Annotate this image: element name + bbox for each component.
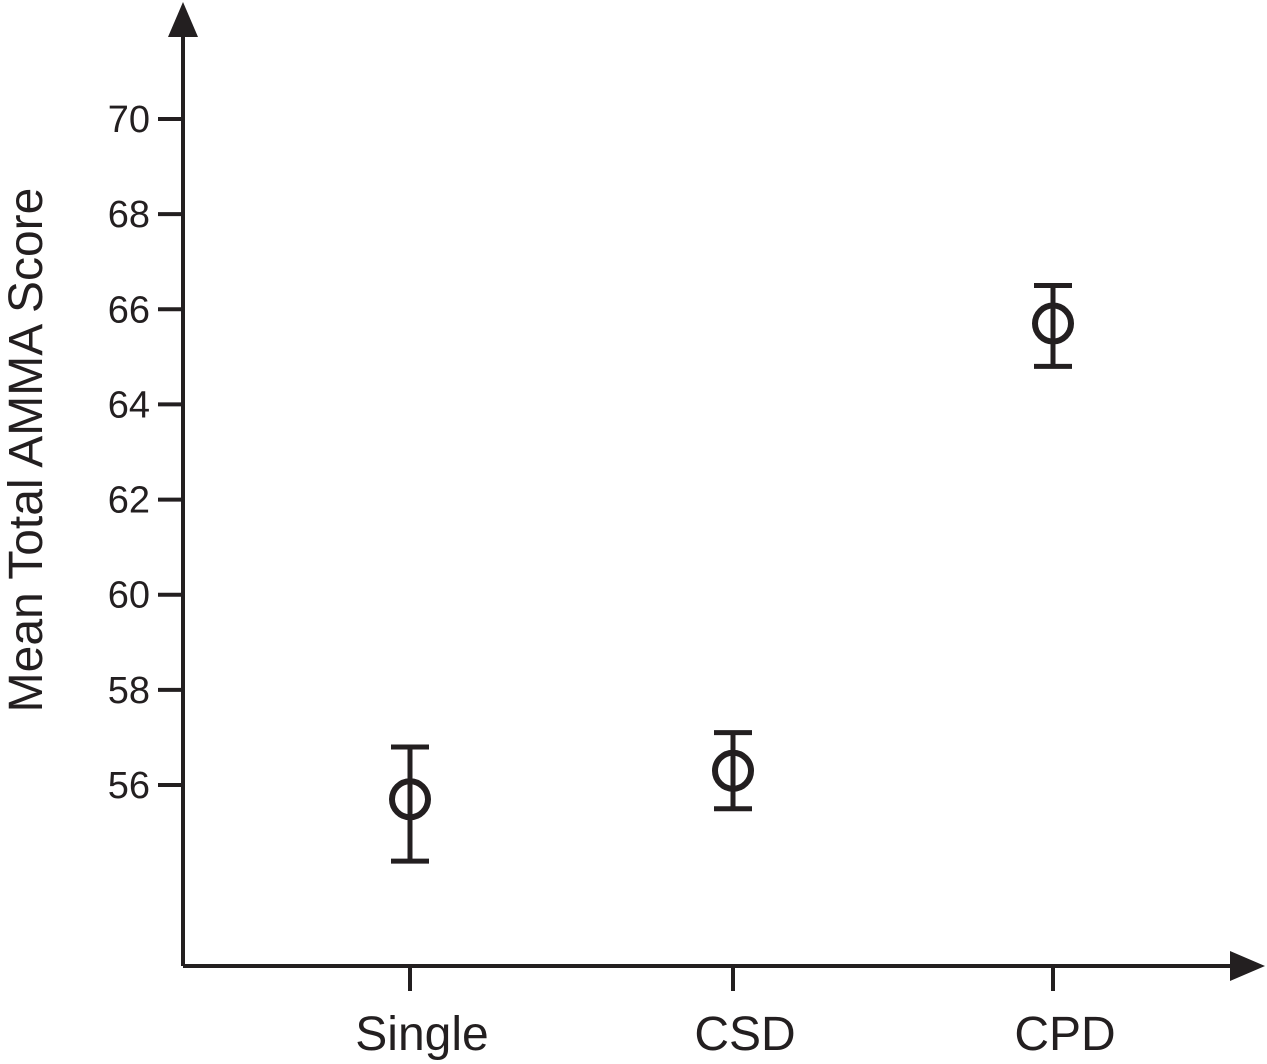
x-category-label: Single	[355, 1008, 488, 1061]
axes	[168, 2, 1265, 981]
data-point-group	[389, 744, 431, 864]
y-tick-label: 62	[108, 480, 150, 522]
y-ticks: 56 58 60 62 64 66 68 70	[108, 99, 183, 807]
y-axis-arrow	[168, 2, 198, 37]
x-category-label: CSD	[694, 1008, 795, 1061]
y-tick-label: 64	[108, 384, 150, 426]
y-tick-label: 66	[108, 289, 150, 331]
x-axis-arrow	[1230, 951, 1265, 981]
data-points	[389, 283, 1074, 864]
data-point-group	[1032, 283, 1074, 369]
x-ticks: Single CSD CPD	[355, 966, 1116, 1061]
y-tick-label: 68	[108, 194, 150, 236]
data-point-group	[712, 730, 754, 812]
y-tick-label: 60	[108, 575, 150, 617]
y-tick-label: 70	[108, 99, 150, 141]
x-category-label: CPD	[1014, 1008, 1115, 1061]
y-axis-title: Mean Total AMMA Score	[0, 188, 53, 713]
y-tick-label: 58	[108, 670, 150, 712]
y-tick-label: 56	[108, 765, 150, 807]
